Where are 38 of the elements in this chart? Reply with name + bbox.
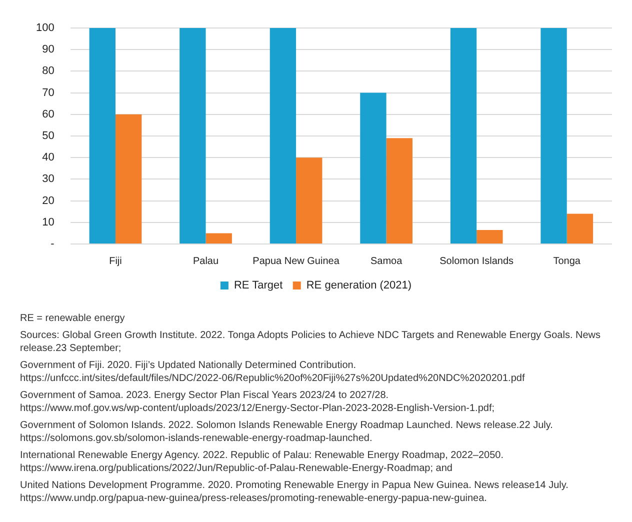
x-tick-label: Palau — [192, 256, 219, 267]
y-tick-label: 20 — [42, 194, 54, 207]
y-tick-label: - — [50, 238, 55, 250]
y-tick-label: 60 — [42, 108, 54, 120]
legend-label: RE generation (2021) — [306, 280, 412, 292]
bar — [296, 158, 322, 244]
y-tick-label: 90 — [42, 44, 54, 56]
y-tick-label: 40 — [42, 152, 54, 164]
bar — [540, 28, 567, 244]
y-tick-label: 10 — [42, 216, 54, 228]
x-tick-label: Papua New Guinea — [252, 256, 340, 267]
bar — [386, 138, 412, 244]
bar — [566, 214, 594, 244]
bar — [115, 114, 142, 244]
bar — [450, 28, 477, 244]
x-tick-label: Fiji — [109, 256, 122, 267]
text: International Renewable Energy Agency. 2022. Republic of Palau: Renewable Energy Roadmap, 2022–2050. https://www.irena.org/publications/2022/Jun/Republic-of-Palau-Renewable-Energy-Roadmap; and — [20, 449, 504, 475]
text: Government of Samoa. 2023. Energy Sector Plan Fiscal Years 2023/24 to 2027/28. https://www.mof.gov.ws/wp-content/uploads/2023/12/Energy-Sector-Plan-2023-2028-English-Version-1.pdf; — [20, 389, 496, 415]
text: United Nations Development Programme. 2020. Promoting Renewable Energy in Papua New Guinea. News release14 July. https://www.undp.org/papua-new-guinea/press-releases/promoting-renewable-energy-papua-new-guinea. — [20, 479, 570, 505]
text: Government of Solomon Islands. 2022. Solomon Islands Renewable Energy Roadmap Launched. News release.22 July. https://solomons.gov.sb/solomon-islands-renewable-energy-roadmap-launched. — [20, 419, 554, 445]
x-tick-label: Samoa — [370, 256, 403, 267]
bar — [89, 28, 116, 244]
bar — [476, 230, 503, 244]
bar — [206, 233, 232, 244]
text: Government of Fiji. 2020. Fiji’s Updated Nationally Determined Contribution. https://unfccc.int/sites/default/files/NDC/2022-06/Republic%20of%20Fiji%27s%20Updated%20NDC%2020201.pdf — [20, 359, 526, 385]
text: RE = renewable energy — [20, 312, 126, 325]
y-tick-label: 100 — [36, 22, 54, 34]
y-tick-label: 50 — [42, 130, 54, 142]
y-tick-label: 80 — [42, 65, 54, 78]
source-note: Sources: Global Green Growth Institute. 2022. Tonga Adopts Policies to Achieve NDC Targets and Renewable Energy Goals. News release.23 September; — [20, 329, 602, 355]
x-tick-label: Tonga — [553, 256, 581, 267]
bar — [180, 28, 206, 244]
x-tick-label: Solomon Islands — [440, 256, 514, 267]
bar — [270, 28, 296, 244]
y-tick-label: 30 — [42, 173, 54, 186]
bar — [360, 92, 386, 244]
legend-label: RE Target — [234, 280, 283, 292]
y-tick-label: 70 — [42, 86, 54, 99]
